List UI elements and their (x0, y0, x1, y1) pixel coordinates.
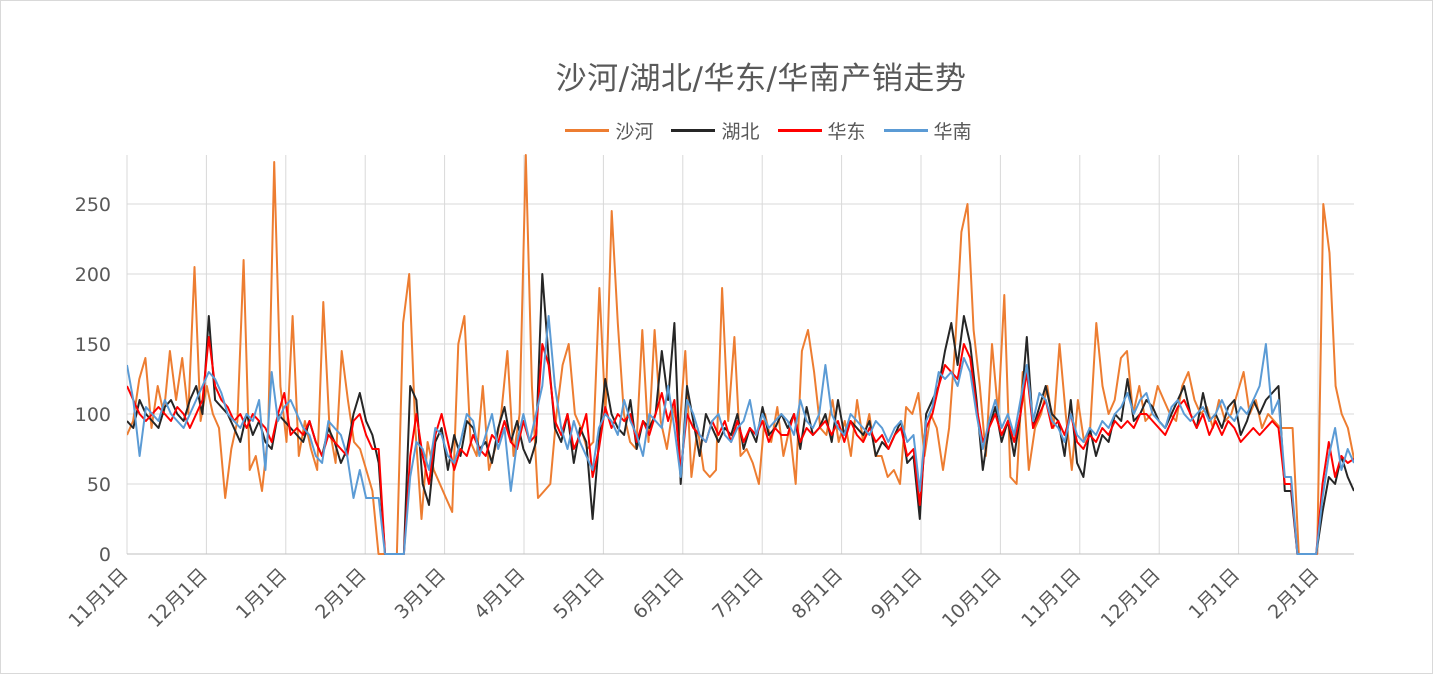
series-line-0 (127, 154, 1354, 555)
legend-swatch-huanan (883, 129, 928, 132)
legend-swatch-hubei (671, 129, 716, 132)
x-tick-label: 11月1日 (64, 564, 132, 632)
series-line-2 (127, 336, 1354, 555)
x-tick-label: 11月1日 (1017, 564, 1085, 632)
y-tick-label: 50 (87, 474, 111, 496)
x-tick-label: 6月1日 (629, 564, 689, 624)
legend-label-hubei: 湖北 (721, 121, 760, 143)
x-tick-label: 12月1日 (144, 564, 212, 632)
legend-label-huanan: 华南 (933, 121, 972, 143)
x-tick-label: 4月1日 (470, 564, 530, 624)
series-line-3 (127, 315, 1354, 555)
legend-item-shahe: 沙河 (565, 117, 653, 144)
y-tick-label: 150 (75, 334, 111, 356)
legend-swatch-huadong (777, 129, 822, 132)
x-tick-label: 5月1日 (549, 564, 609, 624)
x-tick-label: 7月1日 (708, 564, 768, 624)
legend-label-shahe: 沙河 (615, 121, 654, 143)
x-tick-label: 1月1日 (232, 564, 292, 624)
x-tick-label: 8月1日 (788, 564, 848, 624)
legend-item-hubei: 湖北 (671, 117, 760, 144)
y-tick-label: 250 (75, 194, 111, 216)
x-tick-label: 12月1日 (1097, 564, 1165, 632)
chart-title: 沙河/湖北/华东/华南产销走势 (555, 61, 967, 97)
legend-label-huadong: 华东 (827, 121, 866, 143)
legend-item-huadong: 华东 (777, 117, 866, 144)
x-tick-label: 9月1日 (867, 564, 927, 624)
x-tick-label: 1月1日 (1185, 564, 1245, 624)
x-tick-label: 2月1日 (1264, 564, 1324, 624)
x-tick-label: 2月1日 (311, 564, 371, 624)
x-tick-label: 10月1日 (938, 564, 1006, 632)
x-tick-label: 3月1日 (391, 564, 451, 624)
chart-legend: 沙河 湖北 华东 华南 (1, 117, 1435, 144)
legend-swatch-shahe (565, 129, 610, 132)
y-tick-label: 100 (75, 404, 111, 426)
y-tick-label: 0 (99, 544, 111, 566)
y-tick-label: 200 (75, 264, 111, 286)
legend-item-huanan: 华南 (883, 117, 972, 144)
